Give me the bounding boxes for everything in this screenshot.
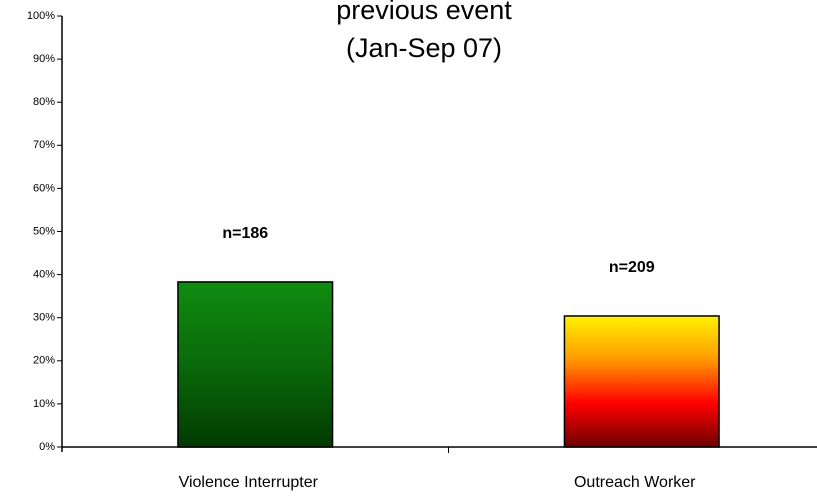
y-tick-label: 100% xyxy=(27,10,55,22)
y-tick-label: 70% xyxy=(33,139,55,151)
bar xyxy=(177,281,334,448)
y-tick-label: 0% xyxy=(39,441,55,453)
bar xyxy=(563,315,720,448)
x-tick-label: Outreach Worker xyxy=(574,474,696,491)
y-tick-label: 50% xyxy=(33,225,55,237)
bar-annotation: n=209 xyxy=(609,259,655,276)
y-tick-label: 10% xyxy=(33,398,55,410)
y-tick-label: 30% xyxy=(33,312,55,324)
y-tick-label: 90% xyxy=(33,53,55,65)
x-tick-label: Violence Interrupter xyxy=(179,474,319,491)
bar-annotation: n=186 xyxy=(222,225,268,242)
y-tick-label: 40% xyxy=(33,269,55,281)
chart-title: previous event xyxy=(336,0,512,25)
y-tick-label: 20% xyxy=(33,355,55,367)
y-tick-label: 80% xyxy=(33,96,55,108)
chart-title: (Jan-Sep 07) xyxy=(346,33,502,63)
y-tick-label: 60% xyxy=(33,182,55,194)
